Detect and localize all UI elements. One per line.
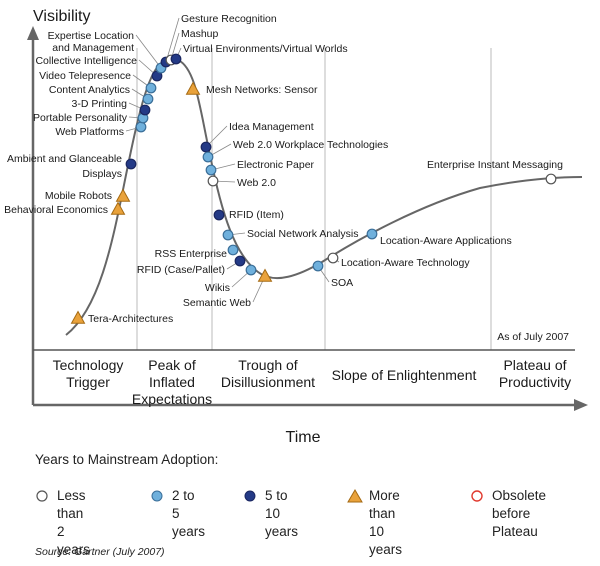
technology-label: Idea Management [229,121,314,133]
technology-label: SOA [331,277,353,289]
technology-marker-triangle [110,201,126,215]
phase-label-line: Plateau of [503,357,566,373]
phase-label-line: Technology [53,357,124,373]
technology-marker [135,121,147,133]
technology-marker [205,164,217,176]
technology-marker [234,255,246,267]
legend-label: More than 10 years [369,488,403,557]
technology-marker [227,244,239,256]
technology-marker [312,260,324,272]
phase-label-line: Slope of Enlightenment [332,367,477,383]
technology-marker [213,209,225,221]
y-axis-title: Visibility [33,8,91,25]
technology-marker [170,53,182,65]
technology-label: Mashup [181,28,219,40]
technology-label: RSS Enterprise [155,248,228,260]
leader-line [165,17,180,63]
technology-label: Semantic Web [183,297,251,309]
technology-marker [222,229,234,241]
technology-marker [207,175,219,187]
technology-marker [145,82,157,94]
phase-label-line: Disillusionment [221,374,315,390]
technology-label: Video Telepresence [39,70,131,82]
technology-marker [366,228,378,240]
technology-label: RFID (Case/Pallet) [137,264,225,276]
technology-label: Enterprise Instant Messaging [427,159,563,171]
legend-label: Less than 2 years [57,488,91,557]
technology-label: Ambient and Glanceable [7,153,122,165]
technology-marker [200,141,212,153]
technology-label: Expertise Location [48,30,135,42]
technology-label: Virtual Environments/Virtual Worlds [183,43,348,55]
technology-label: RFID (Item) [229,209,284,221]
technology-label: Collective Intelligence [35,55,137,67]
triangle-icon [347,489,363,503]
technology-label: Web 2.0 [237,177,276,189]
technology-label: Social Network Analysis [247,228,358,240]
source-note: Source: Gartner (July 2007) [35,546,165,558]
technology-marker [202,151,214,163]
technology-label: Web 2.0 Workplace Technologies [233,139,388,151]
technology-label: Behavioral Economics [4,204,108,216]
phase-label-line: Peak of [148,357,196,373]
technology-label: Electronic Paper [237,159,315,171]
technology-markers [70,53,557,324]
technology-labels: Tera-Architectures Behavioral Economics Mo… [4,13,563,325]
phase-label-line: Expectations [132,391,212,407]
technology-marker [125,158,137,170]
phase-label-line: Productivity [499,374,571,390]
technology-label: Wikis [205,282,230,294]
technology-label: Content Analytics [49,84,130,96]
technology-marker [327,252,339,264]
technology-marker [245,264,257,276]
technology-label: 3-D Printing [72,98,128,110]
red-circle-icon [471,490,483,502]
technology-label: Location-Aware Applications [380,235,512,247]
technology-marker [545,173,557,185]
open-circle-icon [36,490,48,502]
technology-label: Displays [82,168,122,180]
phase-label-line: Inflated [149,374,195,390]
technology-label: and Management [52,42,134,54]
dark-blue-circle-icon [244,490,256,502]
legend-label: Obsolete before Plateau [492,488,547,539]
phase-label-line: Trigger [66,374,110,390]
legend-title: Years to Mainstream Adoption: [35,452,219,467]
as-of-date: As of July 2007 [497,331,569,343]
technology-marker-triangle [185,81,201,95]
phase-label-line: Trough of [238,357,298,373]
technology-marker-triangle [257,268,273,282]
technology-label: Location-Aware Technology [341,257,470,269]
technology-marker [139,104,151,116]
leader-line [135,34,162,69]
technology-label: Portable Personality [33,112,128,124]
phase-dividers [136,48,492,350]
technology-marker [142,93,154,105]
technology-label: Tera-Architectures [88,313,173,325]
legend-label: 2 to 5 years [172,488,206,539]
technology-marker-triangle [70,310,86,324]
technology-label: Gesture Recognition [181,13,277,25]
light-blue-circle-icon [151,490,163,502]
technology-label: Mobile Robots [45,190,112,202]
hype-curve [65,58,583,336]
axes [27,26,588,411]
technology-label: Web Platforms [55,126,124,138]
legend-label: 5 to 10 years [265,488,299,539]
technology-marker-triangle [115,188,131,202]
x-axis-title: Time [286,429,321,446]
technology-label: Mesh Networks: Sensor [206,84,318,96]
